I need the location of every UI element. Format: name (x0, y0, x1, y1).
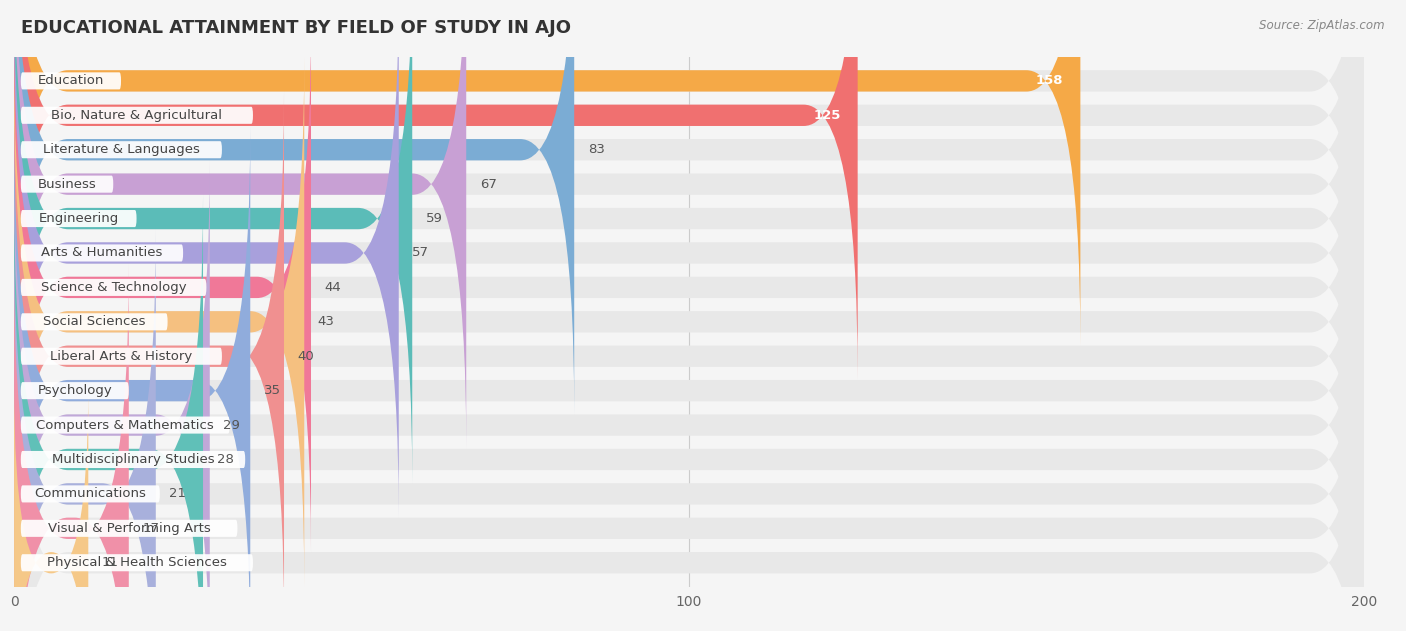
Text: 67: 67 (479, 178, 496, 191)
Text: Arts & Humanities: Arts & Humanities (41, 247, 163, 259)
FancyBboxPatch shape (21, 141, 222, 158)
Text: 57: 57 (412, 247, 429, 259)
Text: Physical & Health Sciences: Physical & Health Sciences (46, 557, 226, 569)
FancyBboxPatch shape (14, 0, 467, 449)
FancyBboxPatch shape (14, 0, 412, 483)
FancyBboxPatch shape (14, 57, 1364, 586)
Text: 11: 11 (101, 557, 118, 569)
Text: Literature & Languages: Literature & Languages (44, 143, 200, 156)
Text: 29: 29 (224, 418, 240, 432)
Text: 83: 83 (588, 143, 605, 156)
FancyBboxPatch shape (14, 126, 250, 631)
FancyBboxPatch shape (14, 195, 202, 631)
FancyBboxPatch shape (14, 384, 89, 631)
FancyBboxPatch shape (21, 73, 121, 90)
Text: 35: 35 (264, 384, 281, 397)
FancyBboxPatch shape (14, 160, 1364, 631)
FancyBboxPatch shape (14, 0, 1364, 415)
FancyBboxPatch shape (21, 382, 129, 399)
Text: Science & Technology: Science & Technology (41, 281, 187, 294)
Text: 59: 59 (426, 212, 443, 225)
Text: Social Sciences: Social Sciences (44, 316, 145, 328)
FancyBboxPatch shape (21, 554, 253, 571)
Text: 21: 21 (169, 487, 186, 500)
FancyBboxPatch shape (14, 0, 858, 380)
FancyBboxPatch shape (14, 229, 156, 631)
Text: 44: 44 (325, 281, 342, 294)
FancyBboxPatch shape (14, 0, 399, 517)
FancyBboxPatch shape (21, 348, 222, 365)
FancyBboxPatch shape (14, 195, 1364, 631)
Text: EDUCATIONAL ATTAINMENT BY FIELD OF STUDY IN AJO: EDUCATIONAL ATTAINMENT BY FIELD OF STUDY… (21, 19, 571, 37)
FancyBboxPatch shape (21, 175, 114, 192)
FancyBboxPatch shape (21, 451, 245, 468)
Text: Psychology: Psychology (38, 384, 112, 397)
Text: 158: 158 (1036, 74, 1063, 87)
FancyBboxPatch shape (14, 0, 1364, 517)
FancyBboxPatch shape (21, 279, 207, 296)
FancyBboxPatch shape (21, 313, 167, 331)
FancyBboxPatch shape (14, 0, 1364, 346)
FancyBboxPatch shape (14, 298, 1364, 631)
Text: 125: 125 (814, 109, 841, 122)
Text: Computers & Mathematics: Computers & Mathematics (37, 418, 214, 432)
FancyBboxPatch shape (14, 0, 1080, 346)
FancyBboxPatch shape (14, 264, 1364, 631)
Text: Education: Education (38, 74, 104, 87)
Text: Source: ZipAtlas.com: Source: ZipAtlas.com (1260, 19, 1385, 32)
FancyBboxPatch shape (14, 0, 1364, 380)
FancyBboxPatch shape (21, 416, 229, 433)
FancyBboxPatch shape (21, 210, 136, 227)
FancyBboxPatch shape (21, 107, 253, 124)
Text: Bio, Nature & Agricultural: Bio, Nature & Agricultural (52, 109, 222, 122)
FancyBboxPatch shape (14, 0, 1364, 483)
Text: 17: 17 (142, 522, 159, 535)
FancyBboxPatch shape (14, 0, 1364, 449)
FancyBboxPatch shape (14, 160, 209, 631)
FancyBboxPatch shape (21, 244, 183, 261)
Text: Liberal Arts & History: Liberal Arts & History (51, 350, 193, 363)
FancyBboxPatch shape (14, 229, 1364, 631)
FancyBboxPatch shape (14, 0, 574, 415)
Text: Multidisciplinary Studies: Multidisciplinary Studies (52, 453, 214, 466)
FancyBboxPatch shape (14, 23, 311, 552)
FancyBboxPatch shape (14, 264, 129, 631)
Text: 43: 43 (318, 316, 335, 328)
FancyBboxPatch shape (14, 126, 1364, 631)
FancyBboxPatch shape (21, 485, 160, 502)
FancyBboxPatch shape (14, 91, 1364, 621)
Text: 40: 40 (298, 350, 315, 363)
FancyBboxPatch shape (14, 57, 304, 586)
FancyBboxPatch shape (14, 91, 284, 621)
Text: Business: Business (38, 178, 97, 191)
Text: Communications: Communications (34, 487, 146, 500)
FancyBboxPatch shape (14, 23, 1364, 552)
Text: Visual & Performing Arts: Visual & Performing Arts (48, 522, 211, 535)
Text: Engineering: Engineering (38, 212, 118, 225)
Text: 28: 28 (217, 453, 233, 466)
FancyBboxPatch shape (21, 520, 238, 537)
